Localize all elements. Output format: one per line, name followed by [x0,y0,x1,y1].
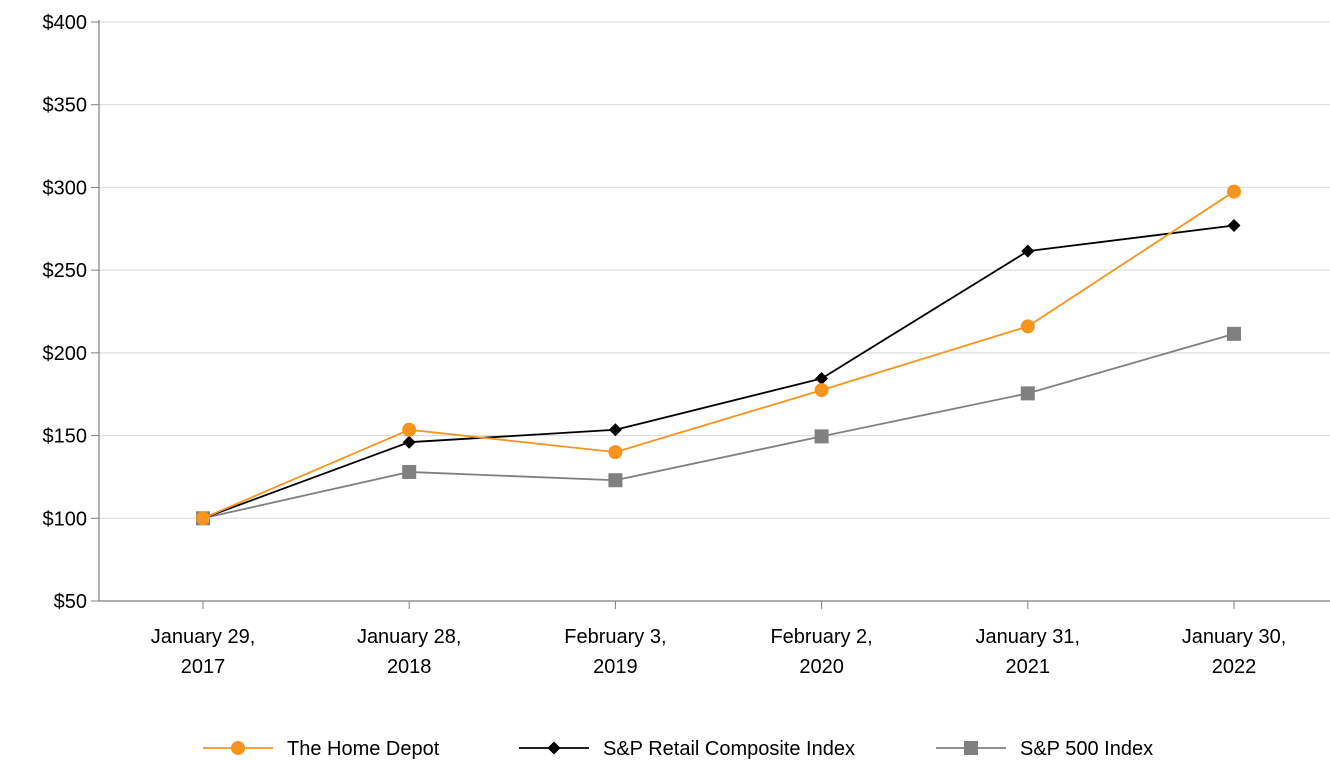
x-tick-label: January 30, 2022 [1182,626,1287,678]
data-point [1020,386,1035,401]
data-point [608,473,623,488]
y-tick-label: $150 [43,426,88,448]
data-point [1227,184,1241,199]
data-point [196,511,210,526]
legend-marker [964,741,978,755]
data-point [1021,244,1035,258]
axes [98,20,1330,602]
series-line [202,224,1235,520]
x-axis-ticks: January 29, 2017 January 28, 2018 February 3… [151,601,1287,678]
legend: The Home Depot S&P Retail Composite Index… [203,738,1153,760]
y-axis-ticks: $50 $100 $150 $200 $250 $300 $350 $400 [43,12,99,613]
series-line [202,190,1235,520]
y-tick-label: $100 [43,508,88,530]
data-point [402,435,416,449]
gridlines [99,21,1330,519]
data-point [608,445,623,460]
legend-item: S&P 500 Index [936,738,1153,760]
data-point [1227,326,1241,341]
data-point [402,464,417,479]
legend-item: The Home Depot [203,738,440,760]
y-tick-label: $400 [43,12,88,34]
legend-label: The Home Depot [287,738,440,760]
y-tick-label: $350 [43,95,88,117]
x-tick-label: January 29, 2017 [151,626,256,678]
y-tick-label: $300 [43,177,88,199]
legend-marker [231,741,245,755]
series-layer [196,184,1241,526]
data-point [814,429,829,444]
data-point [1020,319,1035,334]
series-sp-500-index [196,326,1241,526]
legend-marker [547,741,561,755]
x-tick-label: February 3, 2019 [564,626,666,678]
y-tick-label: $200 [43,343,88,365]
data-point [815,371,829,385]
series-the-home-depot [196,184,1241,526]
series-sp-retail-composite-index [196,218,1241,525]
data-point [608,423,622,437]
data-point [402,422,417,437]
legend-item: S&P Retail Composite Index [519,738,855,760]
y-tick-label: $50 [54,591,87,613]
data-point [814,383,829,398]
x-tick-label: February 2, 2020 [770,626,872,678]
x-tick-label: January 31, 2021 [976,626,1081,678]
legend-label: S&P Retail Composite Index [603,738,855,760]
data-point [1227,218,1241,232]
legend-label: S&P 500 Index [1020,738,1153,760]
series-line [202,332,1235,520]
x-tick-label: January 28, 2018 [357,626,462,678]
y-tick-label: $250 [43,260,88,282]
